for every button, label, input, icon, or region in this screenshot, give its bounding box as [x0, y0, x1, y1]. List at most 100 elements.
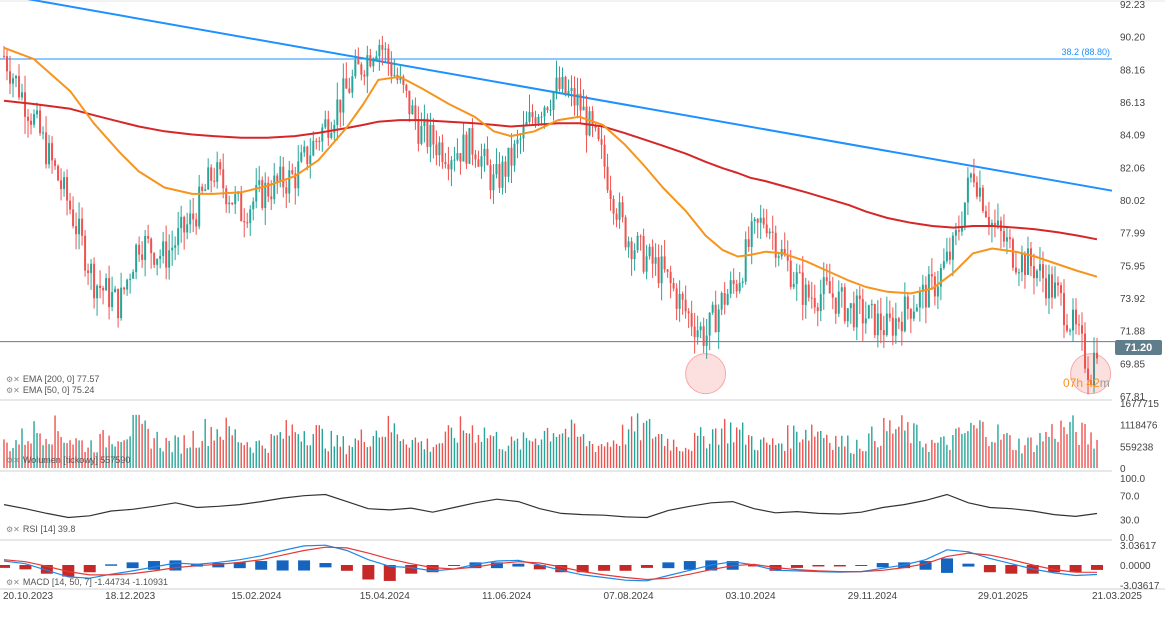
date-axis-label: 29.01.2025 [978, 591, 1028, 602]
candle-body [147, 236, 150, 239]
candle-body [234, 194, 237, 205]
volume-bar [417, 442, 420, 468]
volume-bar [453, 437, 456, 468]
volume-bar [303, 431, 305, 468]
candle-body [498, 164, 501, 188]
volume-bar [489, 435, 492, 468]
candle-body [303, 146, 306, 153]
candle-body [357, 59, 360, 65]
candle-body [228, 202, 231, 205]
candle-body [204, 189, 207, 191]
candle-body [84, 235, 87, 271]
candle-body [177, 228, 180, 246]
candle-body [912, 311, 915, 319]
rsi-legend-text: RSI [14] 39.8 [22, 524, 76, 534]
volume-bar [892, 433, 894, 468]
candle-body [390, 62, 393, 76]
candle-body [630, 241, 633, 260]
volume-bar [1054, 438, 1056, 468]
countdown-minutes-unit: m [1099, 376, 1110, 390]
settings-icon[interactable]: ⚙✕ [6, 385, 20, 395]
volume-bar [198, 447, 200, 468]
volume-bar [87, 447, 89, 468]
candle-body [291, 170, 294, 174]
volume-bar [399, 441, 402, 468]
candle-body [1072, 309, 1075, 331]
volume-bar [1006, 432, 1008, 468]
volume-bar [744, 444, 747, 468]
candle-body [981, 187, 984, 212]
volume-bar [597, 445, 600, 468]
candle-body [714, 304, 717, 333]
candle-body [21, 92, 24, 98]
candle-body [312, 140, 315, 156]
volume-bar [228, 426, 230, 468]
volume-bar [357, 440, 360, 468]
candle-body [267, 182, 270, 197]
candle-body [492, 174, 495, 191]
macd-histogram-bar [983, 565, 996, 573]
volume-bar [1000, 439, 1002, 468]
volume-bar [309, 445, 311, 468]
candle-body [825, 277, 828, 282]
macd-line [3, 544, 1098, 582]
candle-body [717, 309, 720, 333]
candle-body [672, 283, 675, 289]
volume-bar [288, 435, 290, 468]
volume-bar [1036, 445, 1038, 468]
volume-bar [456, 442, 459, 468]
macd-legend-text: MACD [14, 50, 7] -1.44734 -1.10931 [22, 577, 168, 587]
volume-bar [321, 428, 323, 468]
volume-bar [754, 449, 756, 468]
candle-body [129, 278, 132, 280]
date-axis-label: 03.10.2024 [725, 591, 775, 602]
candle-body [1078, 324, 1081, 326]
candle-body [867, 305, 870, 319]
settings-icon[interactable]: ⚙✕ [6, 455, 20, 465]
volume-bar [639, 440, 642, 468]
candle-body [786, 255, 789, 261]
price-axis-label: 86.13 [1120, 98, 1145, 109]
candle-body [774, 232, 777, 258]
volume-bar [949, 450, 951, 468]
candle-body [420, 126, 423, 144]
volume-bar [1033, 451, 1035, 468]
volume-bar [507, 445, 510, 468]
macd-histogram-bar [576, 565, 589, 573]
candle-body [699, 326, 702, 331]
candle-body [783, 248, 786, 256]
candle-body [195, 219, 198, 227]
candle-body [975, 182, 978, 197]
volume-bar [660, 433, 663, 468]
volume-bar [231, 435, 233, 468]
volume-bar [976, 428, 978, 468]
candle-body [819, 294, 822, 312]
volume-bar [144, 420, 146, 468]
volume-bar [564, 428, 567, 468]
volume-bar [234, 429, 236, 468]
settings-icon[interactable]: ⚙✕ [6, 524, 20, 534]
macd-histogram-bar [255, 561, 268, 570]
candle-body [720, 293, 723, 310]
candle-body [144, 236, 147, 260]
volume-bar [147, 428, 149, 468]
volume-bar [796, 431, 798, 468]
volume-bar [84, 451, 86, 468]
candle-body [393, 74, 396, 76]
candle-body [375, 56, 378, 60]
price-axis-label: 73.92 [1120, 294, 1145, 305]
settings-icon[interactable]: ⚙✕ [6, 374, 20, 384]
candle-body [654, 257, 657, 264]
volume-bar [405, 444, 408, 468]
settings-icon[interactable]: ⚙✕ [6, 577, 20, 587]
candle-body [609, 190, 612, 199]
volume-bar [531, 441, 534, 468]
price-axis-label: 84.09 [1120, 131, 1145, 142]
candle-body [9, 71, 12, 84]
candle-body [378, 45, 381, 57]
candle-body [189, 213, 192, 225]
candle-body [624, 217, 627, 248]
candle-body [57, 165, 60, 181]
volume-bar [654, 436, 657, 468]
candle-body [108, 278, 111, 308]
